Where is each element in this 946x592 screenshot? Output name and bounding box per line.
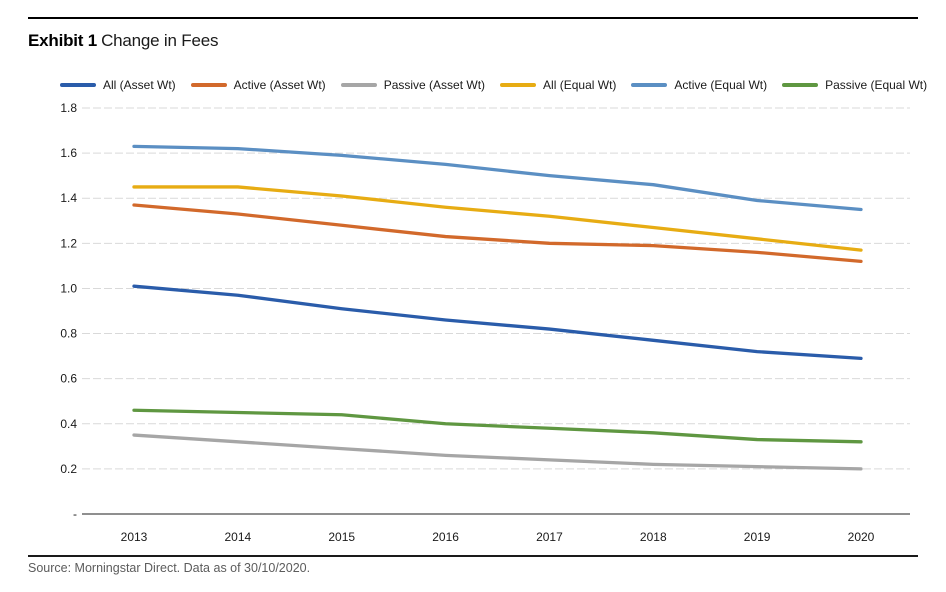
x-axis-label: 2017	[536, 530, 563, 544]
exhibit-label: Exhibit 1	[28, 31, 98, 50]
y-axis-label: 0.2	[60, 462, 77, 476]
x-axis-label: 2015	[328, 530, 355, 544]
x-axis-label: 2013	[121, 530, 148, 544]
x-axis-label: 2018	[640, 530, 667, 544]
top-divider	[28, 17, 918, 19]
y-axis-label: 1.0	[60, 281, 77, 295]
legend-label: Active (Equal Wt)	[674, 78, 768, 92]
legend-line-swatch	[60, 83, 96, 87]
legend-label: All (Equal Wt)	[543, 78, 617, 92]
legend-item: All (Equal Wt)	[500, 78, 616, 92]
series-line-active-asset-wt-	[132, 203, 863, 264]
series-line-active-equal-wt-	[132, 144, 863, 212]
series-line-passive-equal-wt-	[132, 408, 863, 444]
series-line-passive-asset-wt-	[132, 433, 863, 471]
y-axis-label: 0.4	[60, 417, 77, 431]
legend-item: Passive (Asset Wt)	[340, 78, 486, 92]
legend-line-swatch	[782, 83, 819, 87]
x-axis-label: 2020	[848, 530, 875, 544]
legend-item: Active (Asset Wt)	[190, 78, 326, 92]
y-axis-label: 0.6	[60, 372, 77, 386]
series-line-all-equal-wt-	[132, 185, 863, 252]
y-axis-label: 1.8	[60, 101, 77, 115]
legend-line-swatch	[340, 83, 377, 87]
legend-line-swatch	[190, 83, 227, 87]
legend-line-swatch	[631, 83, 668, 87]
legend-label: Passive (Equal Wt)	[825, 78, 928, 92]
figure-title: Exhibit 1 Change in Fees	[28, 31, 218, 51]
legend-label: All (Asset Wt)	[103, 78, 176, 92]
legend-line-swatch	[500, 83, 537, 87]
legend-item: Passive (Equal Wt)	[782, 78, 927, 92]
chart-legend: All (Asset Wt) Active (Asset Wt) Passive (…	[60, 78, 927, 92]
source-note: Source: Morningstar Direct. Data as of 3…	[28, 561, 311, 575]
footer-divider	[28, 555, 918, 557]
y-axis-label: 0.8	[60, 327, 77, 341]
legend-label: Passive (Asset Wt)	[383, 78, 486, 92]
legend-item: All (Asset Wt)	[60, 78, 176, 92]
x-axis-label: 2014	[225, 530, 252, 544]
legend-item: Active (Equal Wt)	[631, 78, 767, 92]
y-axis-label: 1.6	[60, 146, 77, 160]
x-axis-label: 2019	[744, 530, 771, 544]
title-text: Change in Fees	[101, 31, 219, 50]
y-axis-label: 1.4	[60, 191, 77, 205]
y-axis-label: -	[73, 507, 77, 521]
series-line-all-asset-wt-	[132, 284, 863, 361]
x-axis-label: 2016	[432, 530, 459, 544]
legend-label: Active (Asset Wt)	[233, 78, 326, 92]
y-axis-label: 1.2	[60, 236, 77, 250]
